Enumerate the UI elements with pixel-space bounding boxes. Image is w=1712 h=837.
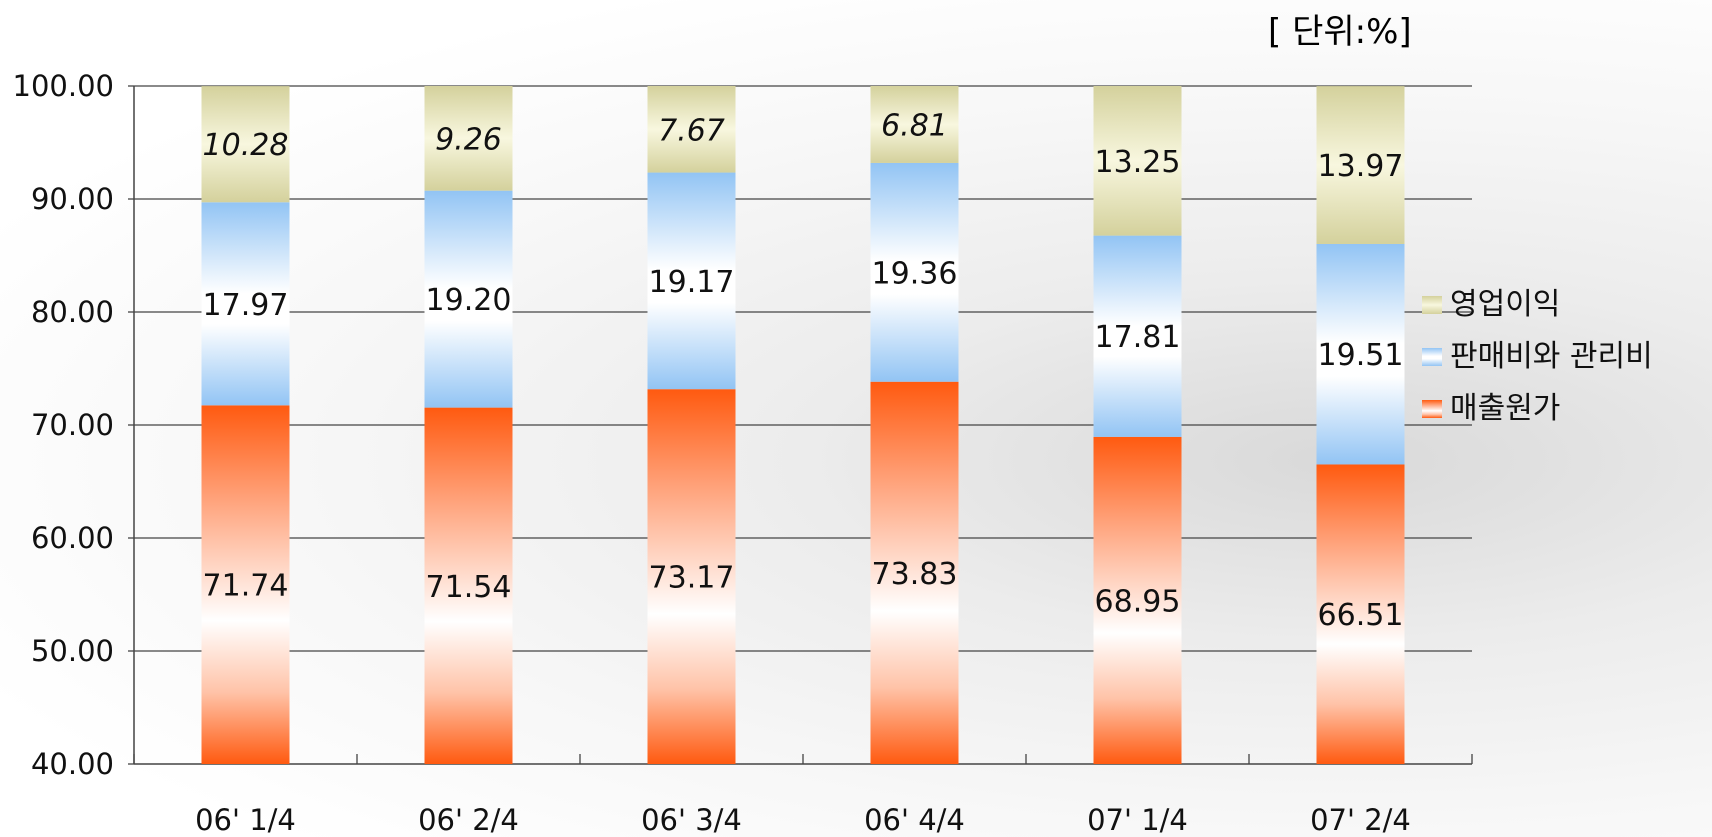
data-label: 6.81	[881, 108, 948, 143]
bar-segment	[424, 407, 513, 764]
legend-label: 매출원가	[1450, 391, 1560, 426]
data-label: 71.74	[203, 569, 289, 604]
data-label: 7.67	[658, 113, 725, 148]
y-tick-label: 60.00	[31, 521, 114, 555]
data-label: 66.51	[1318, 598, 1404, 633]
y-tick-label: 100.00	[13, 69, 114, 103]
bar-segment	[647, 172, 736, 390]
data-label: 10.28	[203, 128, 289, 163]
bar-segment	[870, 162, 959, 382]
y-tick-label: 80.00	[31, 295, 114, 329]
bar-segment	[424, 190, 513, 408]
data-labels: 71.74 17.97 10.28 71.54 19.20 9.26 73.17 19.17 7…	[203, 108, 1404, 633]
bar-segment	[870, 381, 959, 764]
unit-label: [ 단위:%]	[1268, 12, 1412, 52]
bar-segment	[1316, 464, 1405, 764]
grid-lines	[134, 85, 1472, 652]
data-label: 19.17	[649, 265, 735, 300]
bar-segment	[1093, 235, 1182, 437]
x-category-label: 06' 3/4	[641, 803, 742, 837]
bar-segment	[201, 86, 290, 203]
bar-segment	[1316, 243, 1405, 465]
data-label: 13.97	[1318, 149, 1404, 184]
y-tick-label: 90.00	[31, 182, 114, 216]
bar-segment	[1093, 436, 1182, 764]
x-category-label: 06' 4/4	[864, 803, 965, 837]
data-label: 17.81	[1095, 320, 1181, 355]
y-tick-label: 70.00	[31, 408, 114, 442]
data-label: 71.54	[426, 570, 512, 605]
bar-segment	[201, 202, 290, 406]
bar-segment	[647, 389, 736, 764]
x-category-label: 06' 1/4	[195, 803, 296, 837]
bars	[201, 86, 1405, 764]
legend-swatch	[1422, 400, 1442, 418]
data-label: 9.26	[435, 122, 502, 157]
data-label: 73.17	[649, 561, 735, 596]
data-label: 13.25	[1095, 145, 1181, 180]
legend-swatch	[1422, 296, 1442, 314]
y-tick-label: 50.00	[31, 634, 114, 668]
data-label: 17.97	[203, 288, 289, 323]
bar-segment	[1093, 86, 1182, 236]
data-label: 68.95	[1095, 584, 1181, 619]
data-label: 19.36	[872, 256, 958, 291]
data-label: 19.20	[426, 283, 512, 318]
y-tick-label: 40.00	[31, 747, 114, 781]
legend-swatch	[1422, 348, 1442, 366]
bar-segment	[870, 86, 959, 163]
data-label: 73.83	[872, 557, 958, 592]
bar-segment	[424, 86, 513, 191]
legend-label: 판매비와 관리비	[1450, 339, 1653, 374]
x-category-label: 07' 1/4	[1087, 803, 1188, 837]
bar-segment	[647, 86, 736, 173]
axes: 40.00 50.00 60.00 70.00 80.00 90.00 100.00 06' …	[13, 69, 1473, 837]
data-label: 19.51	[1318, 338, 1404, 373]
x-category-label: 07' 2/4	[1310, 803, 1411, 837]
bar-segment	[201, 405, 290, 764]
legend-label: 영업이익	[1450, 287, 1560, 322]
bar-segment	[1316, 86, 1405, 244]
x-category-label: 06' 2/4	[418, 803, 519, 837]
